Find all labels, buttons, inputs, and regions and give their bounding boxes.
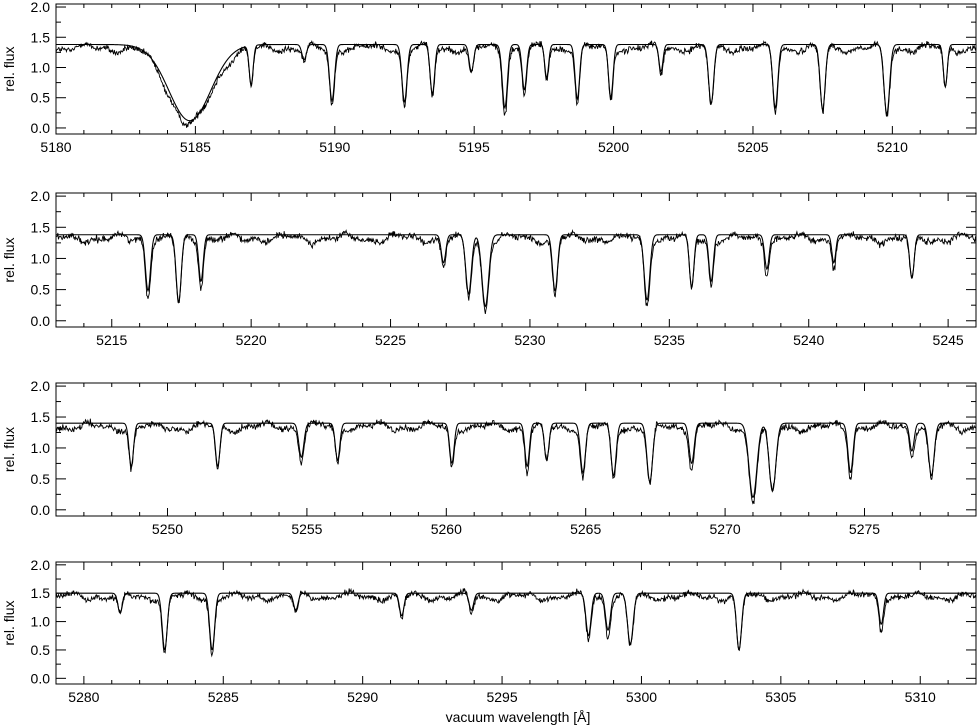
y-tick-label: 1.5 [31,409,51,425]
x-tick-label: 5285 [208,689,239,705]
spectrum-panel-2: 5215 5220 5225 5230 5235 5240 5245 0.0 0.5 1.0 1.5… [1,188,977,348]
y-tick-label: 0.0 [31,313,51,329]
y-tick-label: 2.0 [31,0,51,15]
x-tick-label: 5255 [291,521,322,537]
y-tick-label: 1.0 [31,250,51,266]
plot-frame [55,192,977,328]
x-tick-label: 5250 [152,521,183,537]
plot-frame [55,561,977,685]
x-tick-label: 5290 [347,689,378,705]
y-tick-label: 0.5 [31,90,51,106]
x-tick-label: 5305 [765,689,796,705]
x-tick-label: 5195 [459,139,490,155]
y-tick-label: 1.5 [31,29,51,45]
x-tick-label: 5245 [933,332,964,348]
y-tick-label: 2.0 [31,188,51,204]
observed-spectrum-line [56,228,976,314]
y-tick-label: 1.0 [31,614,51,630]
x-tick-label: 5265 [570,521,601,537]
plot-frame [55,382,977,517]
y-tick-label: 1.0 [31,59,51,75]
observed-spectrum-line [56,40,976,128]
x-tick-label: 5180 [40,139,71,155]
spectrum-panel-1: 5180 5185 5190 5195 5200 5205 5210 0.0 0.5 1.0 1.5… [1,0,977,155]
observed-spectrum-line [56,418,976,505]
x-tick-label: 5190 [319,139,350,155]
y-tick-label: 0.0 [31,120,51,136]
x-tick-label: 5300 [626,689,657,705]
model-spectrum-line [56,234,976,308]
y-tick-label: 1.0 [31,440,51,456]
y-tick-label: 1.5 [31,219,51,235]
x-tick-label: 5235 [654,332,685,348]
plot-frame [55,3,977,135]
model-spectrum-line [56,43,976,122]
y-tick-label: 1.5 [31,585,51,601]
spectrum-panel-3: 5250 5255 5260 5265 5270 5275 0.0 0.5 1.0 1.5 2.0 r… [1,378,977,537]
x-tick-label: 5280 [68,689,99,705]
x-tick-label: 5275 [849,521,880,537]
y-tick-label: 0.0 [31,670,51,686]
x-tick-label: 5310 [905,689,936,705]
x-tick-label: 5260 [431,521,462,537]
y-axis-label: rel. flux [1,237,17,282]
x-tick-label: 5220 [236,332,267,348]
y-tick-label: 0.5 [31,471,51,487]
x-tick-label: 5240 [793,332,824,348]
x-axis-label: vacuum wavelength [Å] [446,709,591,725]
x-tick-label: 5200 [598,139,629,155]
y-axis-label: rel. flux [1,427,17,472]
x-tick-label: 5205 [737,139,768,155]
y-axis-label: rel. flux [1,46,17,91]
x-tick-label: 5225 [375,332,406,348]
x-tick-label: 5295 [486,689,517,705]
y-tick-label: 0.5 [31,642,51,658]
x-tick-label: 5215 [96,332,127,348]
y-tick-label: 0.5 [31,282,51,298]
y-tick-label: 2.0 [31,378,51,394]
x-tick-label: 5210 [877,139,908,155]
spectrum-panel-4: 5280 5285 5290 5295 5300 5305 5310 0.0 0.5 1.0 1.5… [1,557,977,705]
y-tick-label: 0.0 [31,502,51,518]
x-tick-label: 5185 [180,139,211,155]
x-tick-label: 5270 [710,521,741,537]
y-tick-label: 2.0 [31,557,51,573]
y-axis-label: rel. flux [1,600,17,645]
model-spectrum-line [56,592,976,652]
model-spectrum-line [56,422,976,499]
x-tick-label: 5230 [514,332,545,348]
